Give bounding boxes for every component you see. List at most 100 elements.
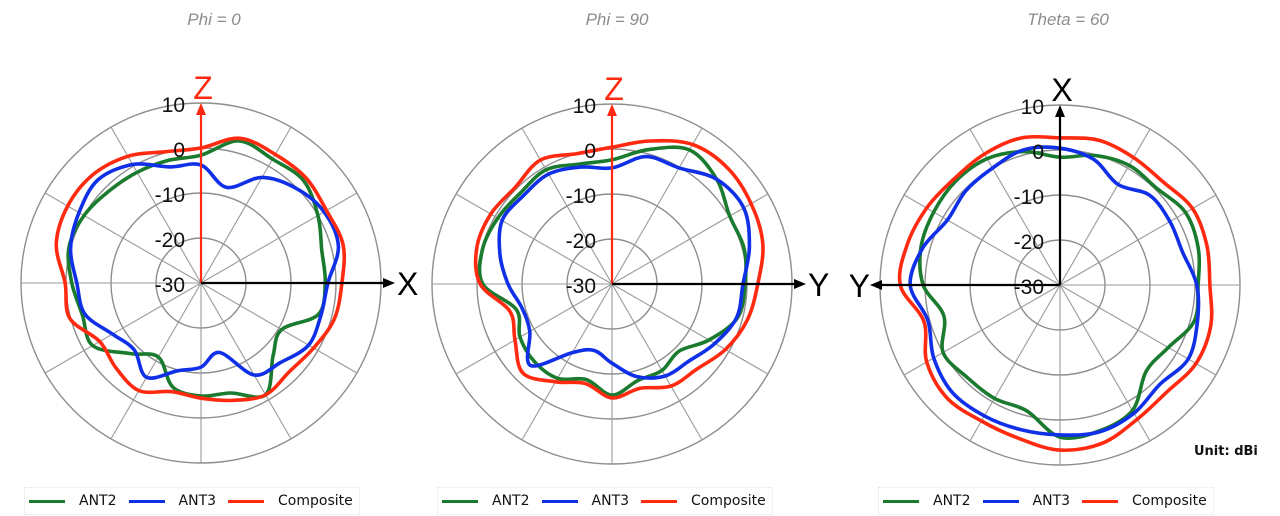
- grid-spoke: [611, 127, 703, 285]
- legend-label: Composite: [691, 493, 766, 509]
- arrow-up-icon: [607, 104, 617, 116]
- grid-spoke: [1059, 284, 1151, 442]
- legend-swatch-ant2-icon: [29, 499, 65, 503]
- grid-spoke: [1059, 128, 1151, 286]
- radial-tick-label: 0: [584, 140, 596, 163]
- series-composite-line: [897, 134, 1214, 453]
- grid-spoke: [969, 284, 1061, 442]
- grid-spoke: [110, 126, 202, 284]
- axis-left-label: Y: [850, 268, 870, 304]
- grid-spoke: [903, 284, 1061, 376]
- legend-label: ANT3: [591, 493, 630, 509]
- legend-swatch-ant2-icon: [883, 499, 919, 503]
- legend-item-ant3: ANT3: [128, 493, 217, 509]
- grid-spoke: [521, 283, 613, 441]
- arrow-left-icon: [870, 280, 882, 290]
- radial-tick-label: -10: [566, 185, 596, 208]
- legend-item-composite: Composite: [1082, 493, 1207, 509]
- grid-spoke: [611, 283, 703, 441]
- series-ant3-line: [908, 145, 1201, 437]
- grid-spoke: [455, 193, 613, 285]
- legend-item-composite: Composite: [641, 493, 766, 509]
- chart-title: Phi = 90: [585, 10, 649, 29]
- chart-panel-phi-0: Phi = 0 Z X 10 0 -10 -20 -30 ANT2 ANT3 Composi…: [0, 0, 430, 516]
- grid-spoke: [110, 282, 202, 440]
- grid-spoke: [200, 282, 358, 374]
- series-ant2-line: [918, 149, 1202, 441]
- series-ant2-line: [477, 145, 748, 397]
- legend-swatch-ant2-icon: [442, 499, 478, 503]
- radial-tick-label: 0: [1032, 141, 1044, 164]
- axis-right-label: X: [397, 266, 418, 302]
- legend-swatch-ant3-icon: [541, 499, 578, 503]
- chart-title: Theta = 60: [1027, 10, 1109, 29]
- legend-item-composite: Composite: [228, 493, 353, 509]
- axes: ZY: [604, 71, 829, 303]
- axes: ZX: [193, 70, 418, 302]
- radial-tick-label: -30: [566, 275, 596, 298]
- radial-tick-label: -30: [155, 274, 185, 297]
- radial-tick-label: 0: [173, 139, 185, 162]
- legend-label: Composite: [278, 493, 353, 509]
- radial-tick-label: -20: [155, 229, 185, 252]
- axis-up-label: X: [1051, 72, 1072, 108]
- legend-swatch-ant3-icon: [982, 499, 1019, 503]
- grid-spoke: [455, 283, 613, 375]
- axis-up-label: Z: [604, 71, 624, 107]
- arrow-up-icon: [196, 103, 206, 115]
- series-composite-line: [54, 136, 347, 403]
- radial-tick-label: 10: [573, 95, 596, 118]
- legend: ANT2 ANT3 Composite: [437, 487, 773, 515]
- legend-swatch-composite-icon: [641, 499, 678, 503]
- axis-up-label: Z: [193, 70, 213, 106]
- grid-spoke: [1059, 284, 1217, 376]
- legend: ANT2 ANT3 Composite: [24, 487, 360, 515]
- axis-right-label: Y: [808, 267, 829, 303]
- grid-spoke: [1059, 194, 1217, 286]
- legend: ANT2 ANT3 Composite: [878, 487, 1214, 515]
- grid-spoke: [521, 127, 613, 285]
- legend-label: ANT2: [492, 493, 530, 509]
- legend-label: ANT2: [79, 493, 117, 509]
- series-ant3-line: [68, 162, 341, 380]
- grid-spoke: [611, 283, 769, 375]
- series-ant3-line: [497, 154, 752, 380]
- legend-label: ANT3: [178, 493, 217, 509]
- legend-swatch-composite-icon: [1082, 499, 1119, 503]
- legend-item-ant2: ANT2: [442, 493, 530, 509]
- legend-label: Composite: [1132, 493, 1207, 509]
- radial-tick-label: -10: [1014, 186, 1044, 209]
- grid-spoke: [44, 192, 202, 284]
- legend-swatch-ant3-icon: [128, 499, 165, 503]
- grid-spoke: [200, 282, 292, 440]
- series-composite-line: [473, 138, 765, 400]
- legend-item-ant3: ANT3: [982, 493, 1071, 509]
- radial-tick-label: -10: [155, 184, 185, 207]
- chart-title: Phi = 0: [187, 10, 241, 29]
- grid-spoke: [903, 194, 1061, 286]
- radial-tick-label: 10: [162, 94, 185, 117]
- grid-spoke: [200, 192, 358, 284]
- radial-tick-label: -20: [1014, 231, 1044, 254]
- legend-label: ANT2: [933, 493, 971, 509]
- legend-swatch-composite-icon: [228, 499, 265, 503]
- unit-label: Unit: dBi: [1194, 444, 1258, 459]
- radial-tick-label: -20: [566, 230, 596, 253]
- radial-tick-label: -30: [1014, 276, 1044, 299]
- chart-panel-theta-60: Theta = 60 X Y 10 0 -10 -20 -30 ANT2 ANT3 Comp…: [850, 0, 1280, 516]
- grid-spoke: [611, 193, 769, 285]
- legend-item-ant2: ANT2: [883, 493, 971, 509]
- axes: XY: [850, 72, 1073, 304]
- arrow-right-icon: [794, 279, 806, 289]
- legend-item-ant3: ANT3: [541, 493, 630, 509]
- legend-label: ANT3: [1032, 493, 1071, 509]
- radial-tick-label: 10: [1021, 96, 1044, 119]
- grid-spoke: [44, 282, 202, 374]
- arrow-up-icon: [1055, 105, 1065, 117]
- legend-item-ant2: ANT2: [29, 493, 117, 509]
- arrow-right-icon: [383, 278, 395, 288]
- chart-panel-phi-90: Phi = 90 Z Y 10 0 -10 -20 -30 ANT2 ANT3 Compos…: [420, 0, 850, 516]
